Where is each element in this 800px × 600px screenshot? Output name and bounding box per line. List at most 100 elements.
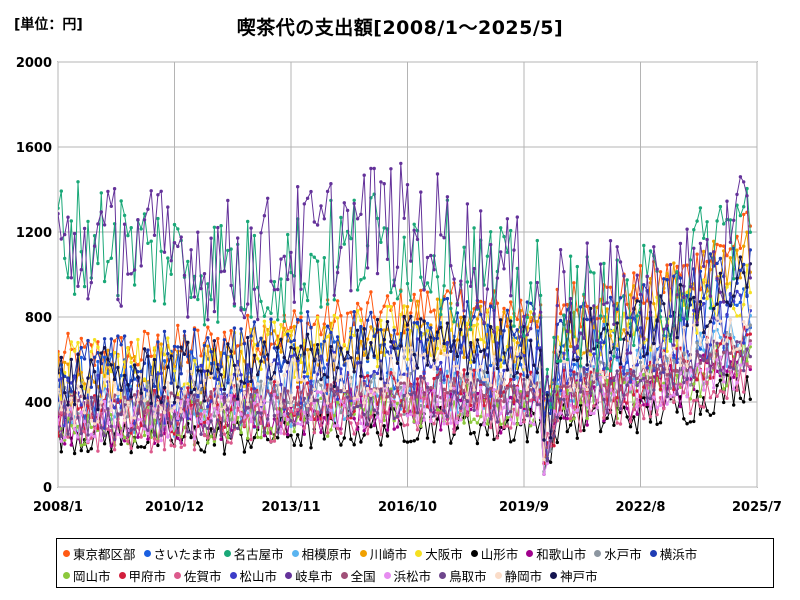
data-point	[682, 359, 686, 363]
data-point	[738, 246, 743, 250]
data-point	[718, 256, 723, 261]
data-point	[192, 412, 197, 416]
data-point	[166, 205, 170, 209]
data-point	[236, 426, 240, 431]
data-point	[698, 300, 703, 304]
data-point	[725, 342, 729, 346]
data-point	[299, 315, 303, 319]
data-point	[502, 306, 506, 311]
data-point	[725, 253, 729, 258]
data-point	[512, 400, 516, 404]
data-point	[202, 420, 207, 425]
data-point	[252, 389, 257, 394]
data-point	[735, 380, 739, 385]
data-point	[529, 370, 533, 374]
data-point	[432, 367, 436, 371]
data-point	[292, 338, 296, 343]
data-point	[296, 359, 300, 363]
data-point	[359, 212, 363, 216]
data-point	[648, 375, 653, 380]
data-point	[359, 440, 363, 444]
data-point	[152, 384, 157, 389]
data-point	[276, 345, 280, 350]
data-point	[172, 222, 177, 227]
data-point	[565, 357, 569, 362]
data-point	[638, 292, 643, 297]
data-point	[102, 377, 107, 382]
data-point	[209, 371, 213, 375]
data-point	[256, 435, 260, 439]
data-point	[382, 418, 386, 423]
data-point	[642, 283, 646, 287]
data-point	[722, 222, 726, 226]
data-point	[269, 311, 273, 315]
data-point	[79, 345, 84, 350]
data-point	[625, 369, 629, 373]
data-point	[385, 304, 390, 309]
data-point	[132, 355, 137, 359]
data-point	[385, 257, 390, 261]
data-point	[465, 407, 470, 411]
data-point	[159, 400, 163, 404]
data-point	[385, 428, 390, 432]
data-point	[106, 259, 110, 264]
data-point	[668, 354, 673, 358]
data-point	[515, 215, 519, 219]
data-point	[529, 421, 533, 425]
data-point	[196, 230, 200, 234]
data-point	[196, 390, 200, 394]
data-point	[62, 350, 67, 354]
data-point	[355, 328, 360, 332]
legend-item: 川崎市	[359, 544, 407, 563]
data-point	[748, 262, 752, 266]
data-point	[642, 301, 646, 305]
data-point	[442, 422, 446, 426]
data-point	[149, 189, 153, 193]
data-point	[315, 398, 320, 402]
data-point	[662, 327, 666, 331]
data-point	[119, 304, 123, 308]
data-point	[166, 396, 170, 400]
data-point	[432, 422, 436, 426]
data-point	[72, 402, 77, 407]
data-point	[252, 342, 257, 347]
legend-label: 神戸市	[560, 568, 598, 584]
data-point	[266, 353, 270, 357]
legend-marker	[550, 571, 558, 579]
data-point	[189, 435, 193, 440]
data-point	[146, 348, 150, 352]
data-point	[362, 327, 366, 331]
data-point	[132, 439, 137, 443]
data-point	[688, 297, 693, 301]
data-point	[638, 372, 643, 376]
data-point	[608, 350, 613, 355]
data-point	[355, 361, 360, 365]
data-point	[229, 385, 233, 390]
data-point	[196, 441, 200, 445]
data-point	[152, 388, 157, 393]
data-point	[728, 304, 733, 308]
data-point	[116, 397, 120, 402]
data-point	[99, 210, 104, 214]
data-point	[602, 397, 606, 402]
data-point	[489, 304, 493, 308]
data-point	[342, 357, 346, 362]
data-point	[482, 348, 486, 352]
data-point	[592, 304, 596, 308]
data-point	[698, 368, 703, 372]
data-point	[495, 366, 500, 371]
data-point	[525, 393, 529, 398]
data-point	[345, 395, 350, 399]
data-point	[489, 386, 493, 391]
data-point	[296, 407, 300, 412]
data-point	[362, 276, 366, 280]
data-point	[172, 369, 177, 373]
data-point	[219, 365, 223, 369]
data-point	[279, 431, 283, 435]
data-point	[375, 411, 380, 415]
data-point	[332, 313, 336, 318]
data-point	[132, 268, 137, 272]
data-point	[146, 401, 150, 405]
data-point	[79, 250, 84, 254]
data-point	[732, 306, 736, 311]
